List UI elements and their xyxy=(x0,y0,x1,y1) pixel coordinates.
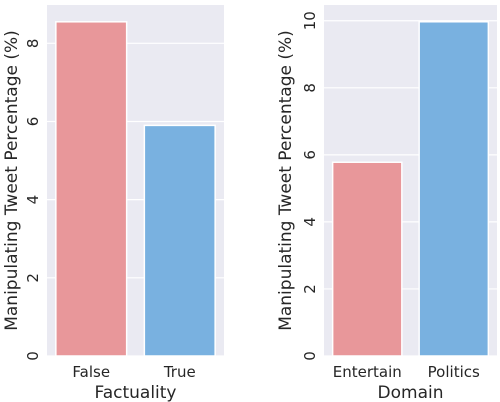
y-tick-label: 2 xyxy=(24,273,42,283)
y-axis-label: Manipulating Tweet Percentage (%) xyxy=(276,30,296,331)
y-tick-label: 4 xyxy=(24,195,42,205)
x-tick-label: Politics xyxy=(428,363,480,381)
x-axis-label: Domain xyxy=(378,383,444,402)
y-tick-label: 8 xyxy=(301,83,319,93)
y-tick-label: 0 xyxy=(24,351,42,361)
x-axis-label: Factuality xyxy=(94,383,176,402)
chart-left: 0 2 4 6 8 False True Factuality Manipulating Twe… xyxy=(2,5,224,402)
y-tick-label: 8 xyxy=(24,39,42,49)
y-tick-label: 6 xyxy=(24,117,42,127)
y-tick-label: 2 xyxy=(301,284,319,294)
y-tick-label: 6 xyxy=(301,150,319,160)
x-tick-label: Entertain xyxy=(333,363,402,381)
bar-true xyxy=(143,124,216,357)
y-tick-label: 10 xyxy=(301,11,319,30)
bar-false xyxy=(55,21,128,357)
chart-right: 0 2 4 6 8 10 Entertain Politics Domain Manipulati… xyxy=(276,5,497,402)
x-tick-label: True xyxy=(163,363,196,381)
y-tick-label: 4 xyxy=(301,217,319,227)
bar-politics xyxy=(418,21,490,357)
y-tick-label: 0 xyxy=(301,351,319,361)
x-tick-label: False xyxy=(72,363,110,381)
bar-entertain xyxy=(331,161,403,357)
y-axis-label: Manipulating Tweet Percentage (%) xyxy=(2,30,22,331)
